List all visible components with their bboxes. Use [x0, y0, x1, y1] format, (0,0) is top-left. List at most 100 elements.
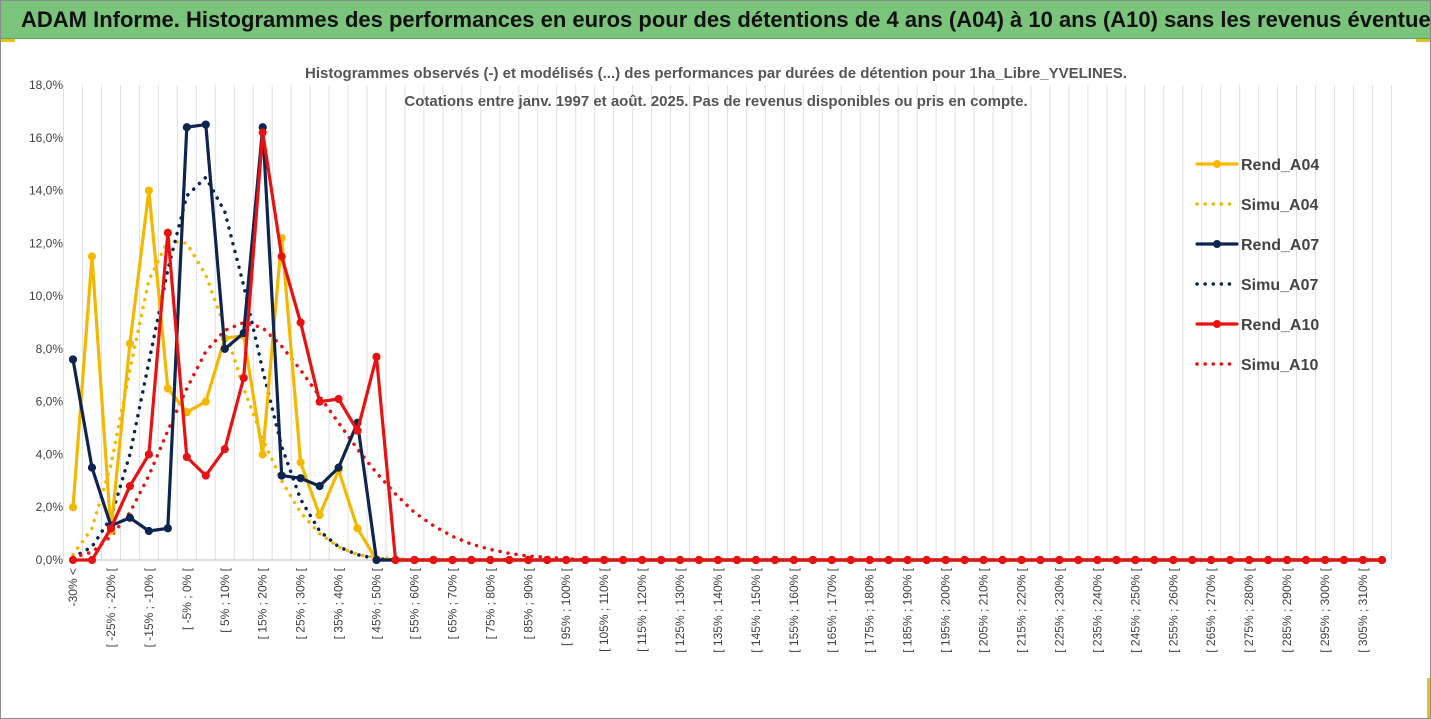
data-point-Rend_A10 [1358, 555, 1368, 565]
x-tick-label: [ 155% ; 160% [ [787, 567, 801, 652]
data-point-Rend_A10 [1301, 555, 1311, 565]
data-point-Rend_A10 [600, 555, 609, 565]
legend-label-Simu_A10: Simu_A10 [1241, 357, 1318, 374]
y-tick-label: 6,0% [36, 395, 64, 409]
data-point-Rend_A07 [163, 524, 172, 533]
data-point-Rend_A07 [87, 463, 97, 472]
data-point-Rend_A10 [1339, 555, 1349, 565]
x-tick-label: [ 75% ; 80% [ [483, 567, 497, 639]
legend-marker-Rend_A10 [1213, 320, 1221, 328]
data-point-Rend_A10 [144, 450, 153, 459]
legend-marker-Rend_A07 [1213, 240, 1221, 248]
data-point-Rend_A10 [922, 555, 931, 565]
data-point-Rend_A04 [68, 503, 78, 512]
y-tick-label: 0,0% [36, 553, 64, 567]
x-tick-label: [ 65% ; 70% [ [445, 567, 459, 639]
data-point-Rend_A10 [410, 555, 419, 565]
series [68, 120, 1387, 565]
x-tick-label: [ 185% ; 190% [ [901, 567, 915, 652]
x-tick-label: [ -25% ; -20% [ [104, 567, 118, 647]
series-line-Rend_A10 [71, 130, 1384, 562]
x-tick-label: [ 175% ; 180% [ [863, 567, 877, 652]
data-point-Rend_A10 [524, 555, 533, 565]
data-point-Rend_A10 [846, 555, 855, 565]
data-point-Rend_A04 [296, 458, 305, 467]
x-tick-label: [ 295% ; 300% [ [1318, 567, 1332, 652]
data-point-Rend_A10 [884, 555, 893, 565]
data-point-Rend_A10 [505, 555, 514, 565]
data-point-Rend_A10 [1245, 555, 1254, 565]
x-tick-label: [ 195% ; 200% [ [939, 567, 953, 652]
y-tick-label: 12,0% [29, 236, 63, 250]
data-point-Rend_A10 [865, 555, 874, 565]
data-point-Rend_A10 [315, 397, 324, 406]
data-point-Rend_A10 [732, 555, 742, 565]
x-tick-label: [ 275% ; 280% [ [1242, 567, 1256, 652]
data-point-Rend_A04 [353, 524, 362, 533]
legend-label-Simu_A07: Simu_A07 [1241, 277, 1318, 294]
data-point-Rend_A04 [125, 339, 135, 348]
data-point-Rend_A10 [296, 318, 305, 327]
data-point-Rend_A10 [1169, 555, 1178, 565]
data-point-Rend_A07 [125, 513, 135, 522]
legend-marker-Rend_A04 [1213, 160, 1221, 168]
y-tick-label: 14,0% [29, 184, 63, 198]
x-tick-label: [ 105% ; 110% [ [597, 567, 611, 651]
x-tick-label: [ 235% ; 240% [ [1090, 567, 1104, 652]
data-point-Rend_A07 [296, 474, 305, 483]
legend-label-Rend_A10: Rend_A10 [1241, 317, 1319, 334]
data-point-Rend_A07 [277, 471, 286, 480]
data-point-Rend_A10 [998, 555, 1007, 565]
data-point-Rend_A07 [372, 555, 381, 565]
data-point-Rend_A10 [87, 555, 97, 565]
x-tick-label: [ 55% ; 60% [ [407, 567, 421, 639]
x-tick-label: [ 25% ; 30% [ [294, 567, 308, 639]
x-tick-label: [ 45% ; 50% [ [370, 567, 384, 639]
data-point-Rend_A10 [1320, 555, 1330, 565]
y-tick-label: 2,0% [36, 500, 64, 514]
data-point-Rend_A10 [1093, 555, 1102, 565]
x-tick-label: [ 115% ; 120% [ [635, 567, 649, 651]
data-point-Rend_A10 [448, 555, 457, 565]
legend: Rend_A04 Simu_A04 Rend_A07 Simu_A07 Rend_A10… [1195, 157, 1319, 374]
data-point-Rend_A10 [979, 555, 988, 565]
data-point-Rend_A10 [372, 352, 381, 361]
data-point-Rend_A10 [675, 555, 685, 565]
data-point-Rend_A04 [163, 384, 172, 393]
y-tick-label: 10,0% [29, 289, 63, 303]
data-point-Rend_A10 [486, 555, 495, 565]
x-tick-label: [ 245% ; 250% [ [1128, 567, 1142, 652]
x-tick-label: [ 165% ; 170% [ [825, 567, 839, 652]
data-point-Rend_A10 [1036, 555, 1045, 565]
data-point-Rend_A10 [1150, 555, 1159, 565]
data-point-Rend_A10 [1017, 555, 1026, 565]
chart-title-line-1: Histogrammes observés (-) et modélisés (… [305, 65, 1127, 82]
x-tick-label: [ 145% ; 150% [ [749, 567, 763, 652]
data-point-Rend_A07 [220, 344, 229, 353]
series-line-Simu_A07 [71, 175, 1384, 562]
data-point-Rend_A07 [315, 482, 324, 491]
data-point-Rend_A10 [1131, 555, 1140, 565]
x-tick-label: [ 125% ; 130% [ [673, 567, 687, 652]
report-title: ADAM Informe. Histogrammes des performan… [1, 1, 1430, 39]
data-point-Rend_A10 [694, 555, 704, 565]
data-point-Rend_A10 [391, 555, 400, 565]
data-point-Rend_A10 [808, 555, 817, 565]
x-tick-label: [ 305% ; 310% [ [1356, 567, 1370, 652]
data-point-Rend_A10 [619, 555, 628, 565]
data-point-Rend_A07 [68, 355, 78, 364]
data-point-Rend_A10 [638, 555, 647, 565]
data-point-Rend_A10 [581, 555, 590, 565]
data-point-Rend_A10 [353, 426, 362, 435]
data-point-Rend_A10 [1188, 555, 1197, 565]
data-point-Rend_A10 [903, 555, 912, 565]
data-point-Rend_A10 [239, 373, 248, 383]
data-point-Rend_A10 [334, 394, 343, 404]
x-tick-label: [ 205% ; 210% [ [977, 567, 991, 652]
data-point-Rend_A10 [960, 555, 969, 565]
data-point-Rend_A04 [201, 397, 210, 406]
y-tick-label: 4,0% [36, 447, 64, 461]
data-point-Rend_A07 [334, 463, 343, 472]
data-point-Rend_A10 [201, 471, 210, 480]
